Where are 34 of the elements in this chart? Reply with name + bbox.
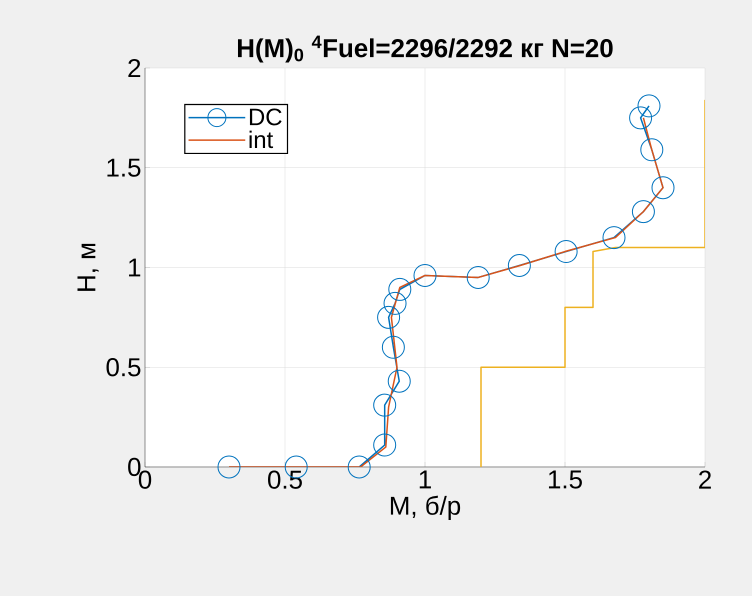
point — [414, 264, 437, 287]
point — [638, 94, 660, 118]
y-tick-label: 0.5 — [106, 358, 140, 376]
point — [508, 254, 531, 277]
point — [348, 455, 371, 478]
y-tick-label: 1.5 — [107, 158, 140, 177]
point — [218, 455, 240, 478]
point — [388, 370, 411, 393]
legend-label: int — [250, 130, 274, 148]
y-tick-label: 2 — [128, 58, 140, 78]
point — [554, 240, 578, 264]
point — [373, 434, 396, 457]
line-series — [480, 99, 705, 467]
x-tick-label: 0.5 — [268, 470, 302, 489]
point — [384, 292, 407, 315]
y-tick-label: 0 — [128, 458, 140, 476]
point — [632, 200, 655, 224]
x-axis-title: M, б/р — [390, 496, 460, 520]
point — [382, 336, 405, 359]
y-tick-label: 1 — [129, 258, 140, 276]
point — [652, 176, 674, 200]
chart-title: H(M)$_{0}$ $^{4}$Fuel=2296/2292 кг N=20 — [238, 36, 613, 62]
x-tick-label: 1.5 — [548, 470, 582, 489]
point — [640, 138, 664, 162]
legend-label: DC — [250, 108, 282, 126]
point — [466, 266, 490, 289]
point — [602, 226, 626, 250]
point — [377, 306, 400, 329]
y-axis-title: H, м — [77, 244, 99, 291]
point — [629, 106, 652, 130]
point — [388, 278, 412, 301]
x-tick-label: 1 — [420, 470, 431, 488]
point — [373, 394, 396, 417]
x-tick-label: 2 — [699, 470, 711, 489]
